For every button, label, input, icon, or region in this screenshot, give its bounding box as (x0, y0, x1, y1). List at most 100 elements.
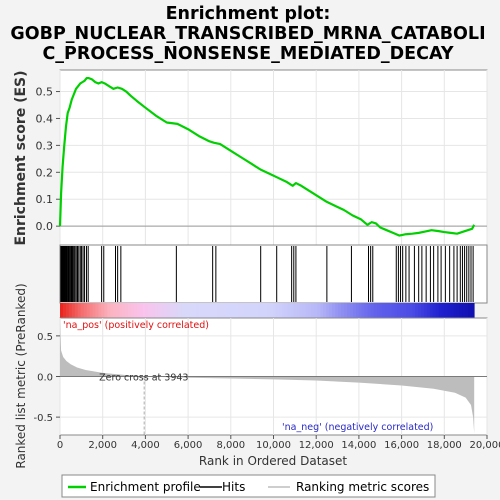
heat-bar-segment (136, 303, 141, 318)
heat-bar-segment (190, 303, 194, 318)
hits-group (60, 246, 474, 302)
heat-bar-segment (417, 303, 422, 318)
heat-bar-segment (234, 303, 238, 318)
heat-bar-segment (346, 303, 351, 318)
es-tick-label: 0.0 (36, 220, 54, 233)
heat-bar-segment (264, 303, 268, 318)
x-tick-label: 20,000 (470, 440, 500, 451)
heat-bar-segment (80, 303, 85, 318)
chart-title-line-2: GOBP_NUCLEAR_TRANSCRIBED_MRNA_CATABOLI (10, 24, 485, 44)
heat-bar-segment (231, 303, 235, 318)
heat-bar-segment (133, 303, 138, 318)
heat-bar-segment (382, 303, 386, 318)
heat-bar-segment (320, 303, 324, 318)
heat-bar-segment (423, 303, 428, 318)
heat-bar-segment (471, 303, 475, 318)
heat-bar-segment (379, 303, 383, 318)
heat-bar-segment (169, 303, 173, 318)
heat-bar-segment (255, 303, 259, 318)
x-tick-label: 14,000 (341, 440, 376, 451)
heat-bar-segment (420, 303, 425, 318)
legend-label: Hits (222, 480, 245, 494)
heat-bar-segment (273, 303, 277, 318)
heat-bar-segment (284, 303, 289, 318)
legend: Enrichment profile Hits Ranking metric sco… (68, 480, 429, 494)
heat-bar-segment (349, 303, 354, 318)
heat-bar-segment (166, 303, 170, 318)
heat-bar-segment (157, 303, 161, 318)
heat-bar-segment (160, 303, 164, 318)
heat-bar-segment (432, 303, 437, 318)
heat-bar-segment (335, 303, 339, 318)
heat-bar-segment (71, 303, 76, 318)
heat-bar-segment (367, 303, 372, 318)
heat-bar-segment (62, 303, 67, 318)
metric-y-axis: 0.5 0.0 -0.5 (33, 332, 60, 424)
x-tick-label: 12,000 (299, 440, 334, 451)
heat-bar-segment (296, 303, 301, 318)
heat-bar-segment (172, 303, 176, 318)
x-tick-label: 8,000 (216, 440, 245, 451)
es-tick-label: 0.1 (36, 193, 54, 206)
heat-bar-segment (270, 303, 274, 318)
heat-bar-segment (237, 303, 241, 318)
heat-bar-segment (98, 303, 102, 318)
heat-bar-segment (125, 303, 129, 318)
heat-bar-segment (355, 303, 360, 318)
hits-panel (59, 244, 488, 304)
ranked-metric-heat-bar (60, 303, 475, 318)
heat-bar-segment (113, 303, 117, 318)
heat-bar-segment (86, 303, 90, 318)
x-tick-label: 4,000 (131, 440, 160, 451)
enrichment-profile-line (58, 76, 476, 237)
heat-bar-segment (243, 303, 247, 318)
heat-bar-segment (341, 303, 345, 318)
heat-bar-segment (373, 303, 377, 318)
heat-bar-segment (453, 303, 457, 318)
heat-bar-segment (178, 303, 182, 318)
heat-bar-segment (444, 303, 448, 318)
heat-bar-segment (317, 303, 321, 318)
heat-bar-segment (68, 303, 73, 318)
heat-bar-segment (323, 303, 327, 318)
heat-bar-segment (216, 303, 221, 318)
metric-tick-label: 0.0 (37, 373, 53, 384)
heat-bar-segment (107, 303, 111, 318)
heat-bar-segment (193, 303, 197, 318)
x-axis-label: Rank in Ordered Dataset (199, 454, 347, 468)
heat-bar-segment (278, 303, 283, 318)
es-tick-label: 0.5 (36, 86, 54, 99)
heat-bar-segment (281, 303, 286, 318)
zero-cross-label: Zero cross at 3943 (99, 373, 188, 384)
heat-bar-segment (128, 303, 132, 318)
heat-bar-segment (287, 303, 292, 318)
heat-bar-segment (148, 303, 153, 318)
heat-bar-segment (394, 303, 398, 318)
x-tick-label: 0 (57, 440, 63, 451)
x-axis: 0 2,000 4,000 6,000 8,000 10,000 12,000 14,000 1… (57, 435, 500, 451)
heat-bar-segment (92, 303, 96, 318)
heat-bar-segment (391, 303, 395, 318)
heat-bar-segment (364, 303, 369, 318)
es-tick-label: 0.2 (36, 166, 54, 179)
heat-bar-segment (388, 303, 392, 318)
heat-bar-segment (426, 303, 431, 318)
es-y-axis: 0.0 0.1 0.2 0.3 0.4 0.5 (36, 86, 60, 233)
heat-bar-segment (219, 303, 224, 318)
heat-bar-segment (403, 303, 407, 318)
heat-bar-segment (89, 303, 93, 318)
legend-label: Enrichment profile (90, 480, 201, 494)
heat-bar-segment (332, 303, 336, 318)
heat-bar-segment (225, 303, 230, 318)
legend-label: Ranking metric scores (296, 480, 429, 494)
heat-bar-segment (450, 303, 454, 318)
heat-bar-segment (213, 303, 218, 318)
heat-bar-segment (465, 303, 469, 318)
chart-title-line-1: Enrichment plot: (166, 4, 331, 24)
heat-bar-segment (338, 303, 342, 318)
heat-bar-segment (412, 303, 416, 318)
metric-tick-label: 0.5 (37, 332, 53, 343)
heat-bar-segment (293, 303, 298, 318)
x-tick-label: 16,000 (384, 440, 419, 451)
